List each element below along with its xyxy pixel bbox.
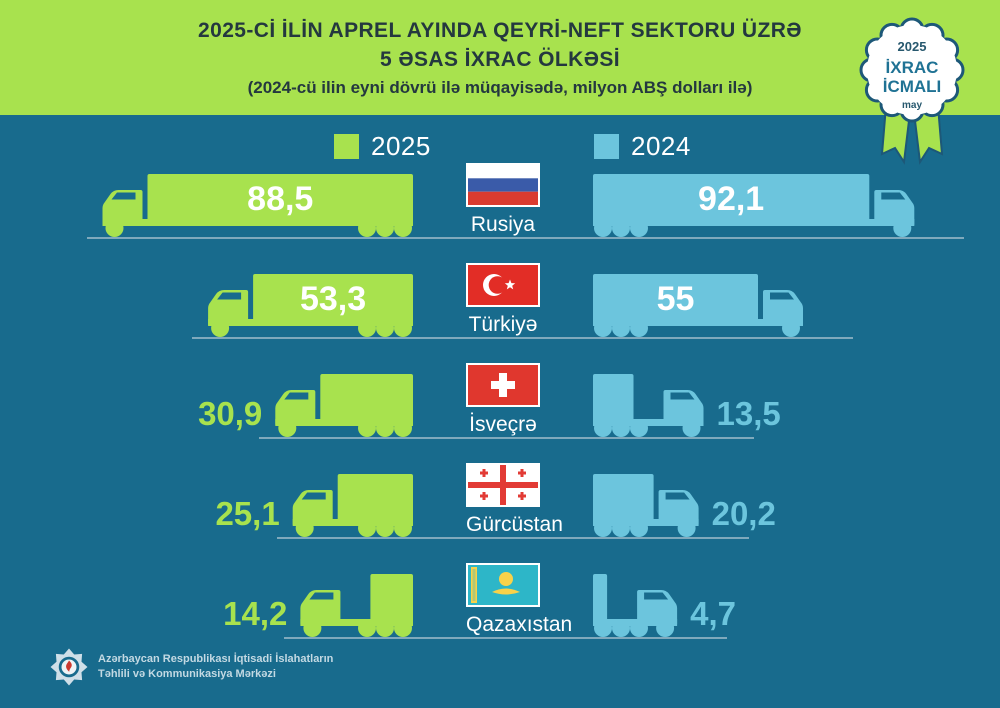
svg-text:İXRAC: İXRAC <box>886 58 939 77</box>
road-line <box>192 337 853 339</box>
svg-text:20,2: 20,2 <box>712 495 776 532</box>
title-line-1: 2025-Cİ İLİN APREL AYINDA QEYRİ-NEFT SEK… <box>198 19 802 42</box>
export-row-gürcüstan: 25,1 Gürcüstan 20,2 <box>0 463 1000 543</box>
title-subtitle: (2024-cü ilin eyni dövrü ilə müqayisədə,… <box>247 78 753 97</box>
road-line <box>284 637 727 639</box>
export-row-türkiyə: 53,3 Türkiyə 55 <box>0 263 1000 343</box>
export-row-i̇sveçrə: 30,9 İsveçrə 13,5 <box>0 363 1000 443</box>
svg-text:55: 55 <box>657 280 695 318</box>
footer-org: Azərbaycan Respublikası İqtisadi İslahat… <box>50 648 333 686</box>
country-label: Türkiyə <box>468 313 538 336</box>
rosette-badge: 2025 İXRAC İCMALI may <box>855 8 969 166</box>
road-line <box>277 537 749 539</box>
legend-2024-swatch <box>594 134 619 159</box>
truck-2024: 20,2 <box>593 463 953 539</box>
footer-org-line2: Təhlili və Kommunikasiya Mərkəzi <box>98 668 276 680</box>
svg-text:4,7: 4,7 <box>690 595 736 632</box>
country-block: Rusiya <box>466 163 540 237</box>
legend-2025: 2025 <box>334 131 431 161</box>
svg-text:30,9: 30,9 <box>198 395 262 432</box>
legend-2024: 2024 <box>594 131 691 161</box>
rosette-badge-icon: 2025 İXRAC İCMALI may <box>859 17 965 165</box>
svg-text:13,5: 13,5 <box>717 395 781 432</box>
country-block: İsveçrə <box>466 363 540 437</box>
svg-text:88,5: 88,5 <box>247 180 313 218</box>
state-emblem-icon <box>50 648 88 686</box>
truck-2025: 14,2 <box>53 563 413 639</box>
header-band: 2025-Cİ İLİN APREL AYINDA QEYRİ-NEFT SEK… <box>0 0 1000 115</box>
turkey-flag <box>466 263 540 307</box>
svg-text:14,2: 14,2 <box>223 595 287 632</box>
export-row-rusiya: 88,5 Rusiya 92,1 <box>0 163 1000 243</box>
svg-text:2025: 2025 <box>898 39 927 54</box>
country-label: Qazaxıstan <box>466 613 573 636</box>
russia-flag <box>466 163 540 207</box>
country-block: Qazaxıstan <box>466 563 573 637</box>
country-label: Gürcüstan <box>466 513 563 536</box>
truck-2025: 30,9 <box>53 363 413 439</box>
truck-2025: 88,5 <box>53 163 413 239</box>
svg-text:92,1: 92,1 <box>698 180 764 218</box>
country-block: Türkiyə <box>466 263 540 337</box>
country-block: Gürcüstan <box>466 463 563 537</box>
road-line <box>87 237 964 239</box>
title-line-2: 5 ƏSAS İXRAC ÖLKƏSİ <box>380 48 620 71</box>
truck-2024: 92,1 <box>593 163 953 239</box>
svg-text:may: may <box>902 100 922 111</box>
svg-text:25,1: 25,1 <box>215 495 279 532</box>
truck-2024: 4,7 <box>593 563 953 639</box>
export-row-qazaxıstan: 14,2 Qazaxıstan 4,7 <box>0 563 1000 643</box>
truck-2024: 55 <box>593 263 953 339</box>
page-title: 2025-Cİ İLİN APREL AYINDA QEYRİ-NEFT SEK… <box>0 16 1000 101</box>
kazakhstan-flag <box>466 563 540 607</box>
road-line <box>259 437 754 439</box>
legend-2024-label: 2024 <box>631 131 691 161</box>
switzerland-flag <box>466 363 540 407</box>
country-label: Rusiya <box>470 213 536 236</box>
country-label: İsveçrə <box>469 413 537 436</box>
truck-2024: 13,5 <box>593 363 953 439</box>
truck-2025: 25,1 <box>53 463 413 539</box>
georgia-flag <box>466 463 540 507</box>
legend-2025-label: 2025 <box>371 131 431 161</box>
footer-org-text: Azərbaycan Respublikası İqtisadi İslahat… <box>98 652 333 682</box>
truck-2025: 53,3 <box>53 263 413 339</box>
legend-2025-swatch <box>334 134 359 159</box>
footer-org-line1: Azərbaycan Respublikası İqtisadi İslahat… <box>98 653 334 665</box>
svg-text:53,3: 53,3 <box>300 280 366 318</box>
svg-text:İCMALI: İCMALI <box>883 77 942 96</box>
